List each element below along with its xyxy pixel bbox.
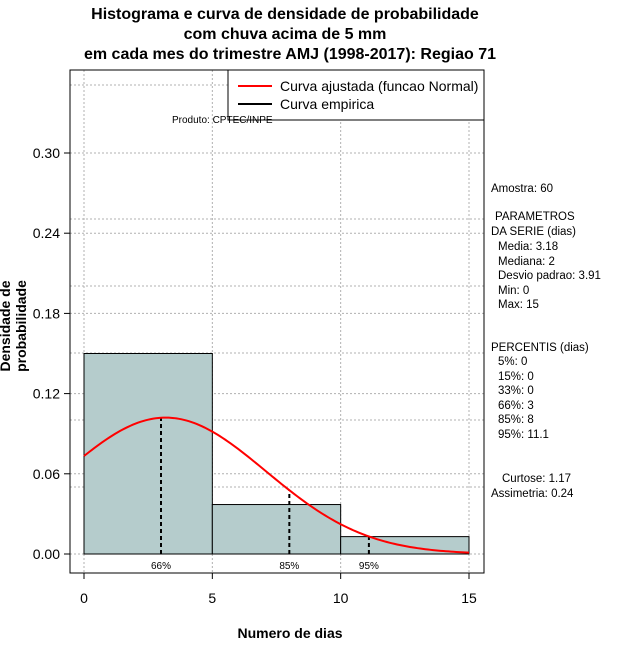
params-header-2: DA SERIE (dias) [491, 226, 576, 238]
percentil-5: 5%: 0 [498, 356, 528, 368]
y-tick-label: 0.12 [33, 386, 60, 402]
x-tick-label: 5 [208, 590, 216, 606]
percentile-marker-label: 85% [279, 561, 299, 572]
y-tick-label: 0.30 [33, 145, 60, 161]
percentil-66: 66%: 3 [498, 400, 534, 412]
param-max: Max: 15 [498, 299, 539, 311]
legend: Curva ajustada (funcao Normal) Curva emp… [227, 69, 485, 121]
percentile-marker-label: 66% [151, 561, 171, 572]
sample-size: Amostra: 60 [491, 183, 553, 195]
histogram-bar [83, 353, 213, 555]
chart-title-line-3: em cada mes do trimestre AMJ (1998-2017)… [83, 46, 497, 63]
percentil-33: 33%: 0 [498, 385, 534, 397]
normal-fit-curve [83, 416, 470, 554]
chart-title-line-2: com chuva acima de 5 mm [183, 26, 387, 43]
x-tick-label: 15 [461, 590, 477, 606]
percentil-85: 85%: 8 [498, 414, 534, 426]
param-sd: Desvio padrao: 3.91 [498, 270, 601, 282]
product-note: Produto: CPTEC/INPE [172, 115, 273, 126]
y-tick-label: 0.06 [33, 466, 60, 482]
x-tick-label: 0 [80, 590, 88, 606]
kurtosis: Curtose: 1.17 [502, 473, 572, 485]
percentis-header: PERCENTIS (dias) [491, 342, 589, 354]
percentile-marker-label: 95% [359, 561, 379, 572]
skewness: Assimetria: 0.24 [491, 488, 574, 500]
legend-empirical-label: Curva empirica [280, 96, 374, 112]
percentil-15: 15%: 0 [498, 371, 534, 383]
x-axis-label: Numero de dias [237, 625, 343, 641]
legend-fit-label: Curva ajustada (funcao Normal) [280, 78, 478, 94]
x-tick-label: 10 [333, 590, 349, 606]
param-median: Mediana: 2 [498, 256, 555, 268]
percentil-95: 95%: 11.1 [498, 429, 549, 441]
y-tick-label: 0.18 [33, 305, 60, 321]
y-axis-label: Densidade de probabilidade [0, 280, 29, 372]
chart-title-line-1: Histograma e curva de densidade de proba… [91, 6, 479, 23]
y-tick-label: 0.24 [33, 225, 60, 241]
param-min: Min: 0 [498, 285, 530, 297]
param-mean: Media: 3.18 [498, 241, 559, 253]
params-header-1: PARAMETROS [495, 211, 575, 223]
y-tick-label: 0.00 [33, 546, 60, 562]
